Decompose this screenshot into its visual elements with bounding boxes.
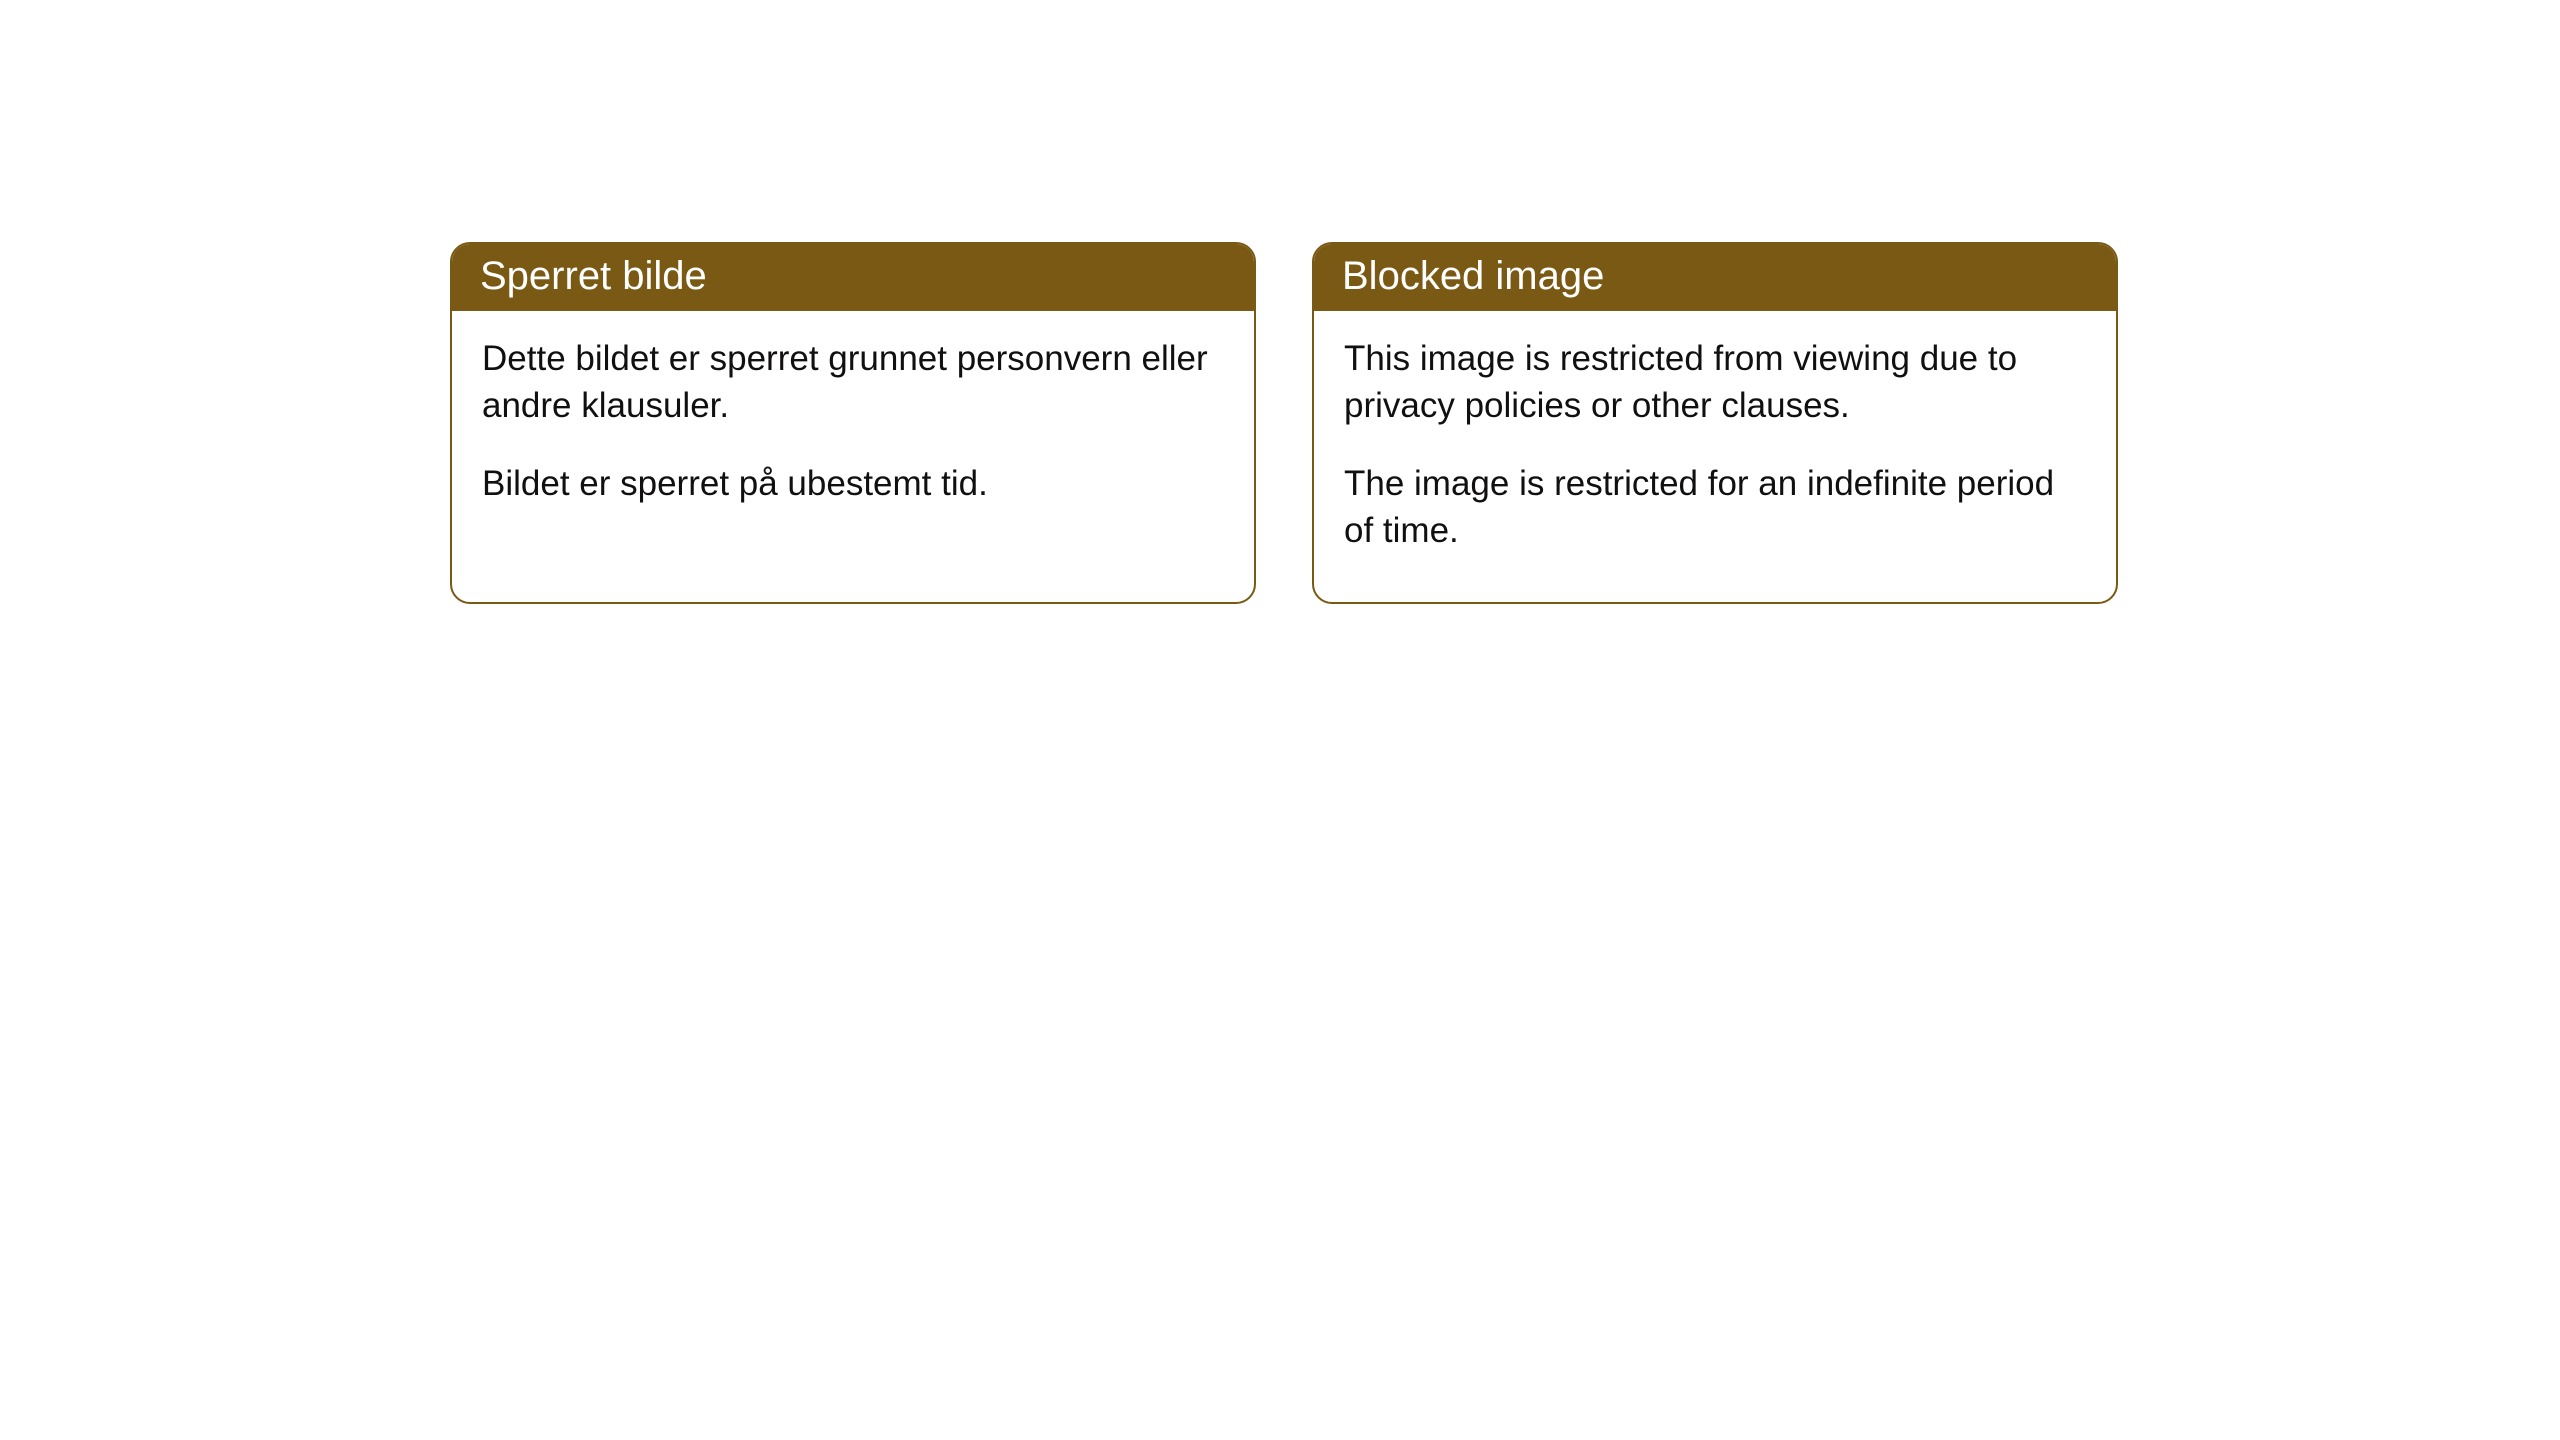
card-title: Blocked image xyxy=(1342,254,1604,298)
card-body: Dette bildet er sperret grunnet personve… xyxy=(452,311,1254,555)
card-paragraph: This image is restricted from viewing du… xyxy=(1344,335,2086,430)
card-header: Sperret bilde xyxy=(452,244,1254,311)
notice-cards-container: Sperret bilde Dette bildet er sperret gr… xyxy=(0,0,2560,604)
card-header: Blocked image xyxy=(1314,244,2116,311)
notice-card-english: Blocked image This image is restricted f… xyxy=(1312,242,2118,604)
card-title: Sperret bilde xyxy=(480,254,707,298)
notice-card-norwegian: Sperret bilde Dette bildet er sperret gr… xyxy=(450,242,1256,604)
card-paragraph: The image is restricted for an indefinit… xyxy=(1344,460,2086,555)
card-paragraph: Dette bildet er sperret grunnet personve… xyxy=(482,335,1224,430)
card-paragraph: Bildet er sperret på ubestemt tid. xyxy=(482,460,1224,507)
card-body: This image is restricted from viewing du… xyxy=(1314,311,2116,602)
